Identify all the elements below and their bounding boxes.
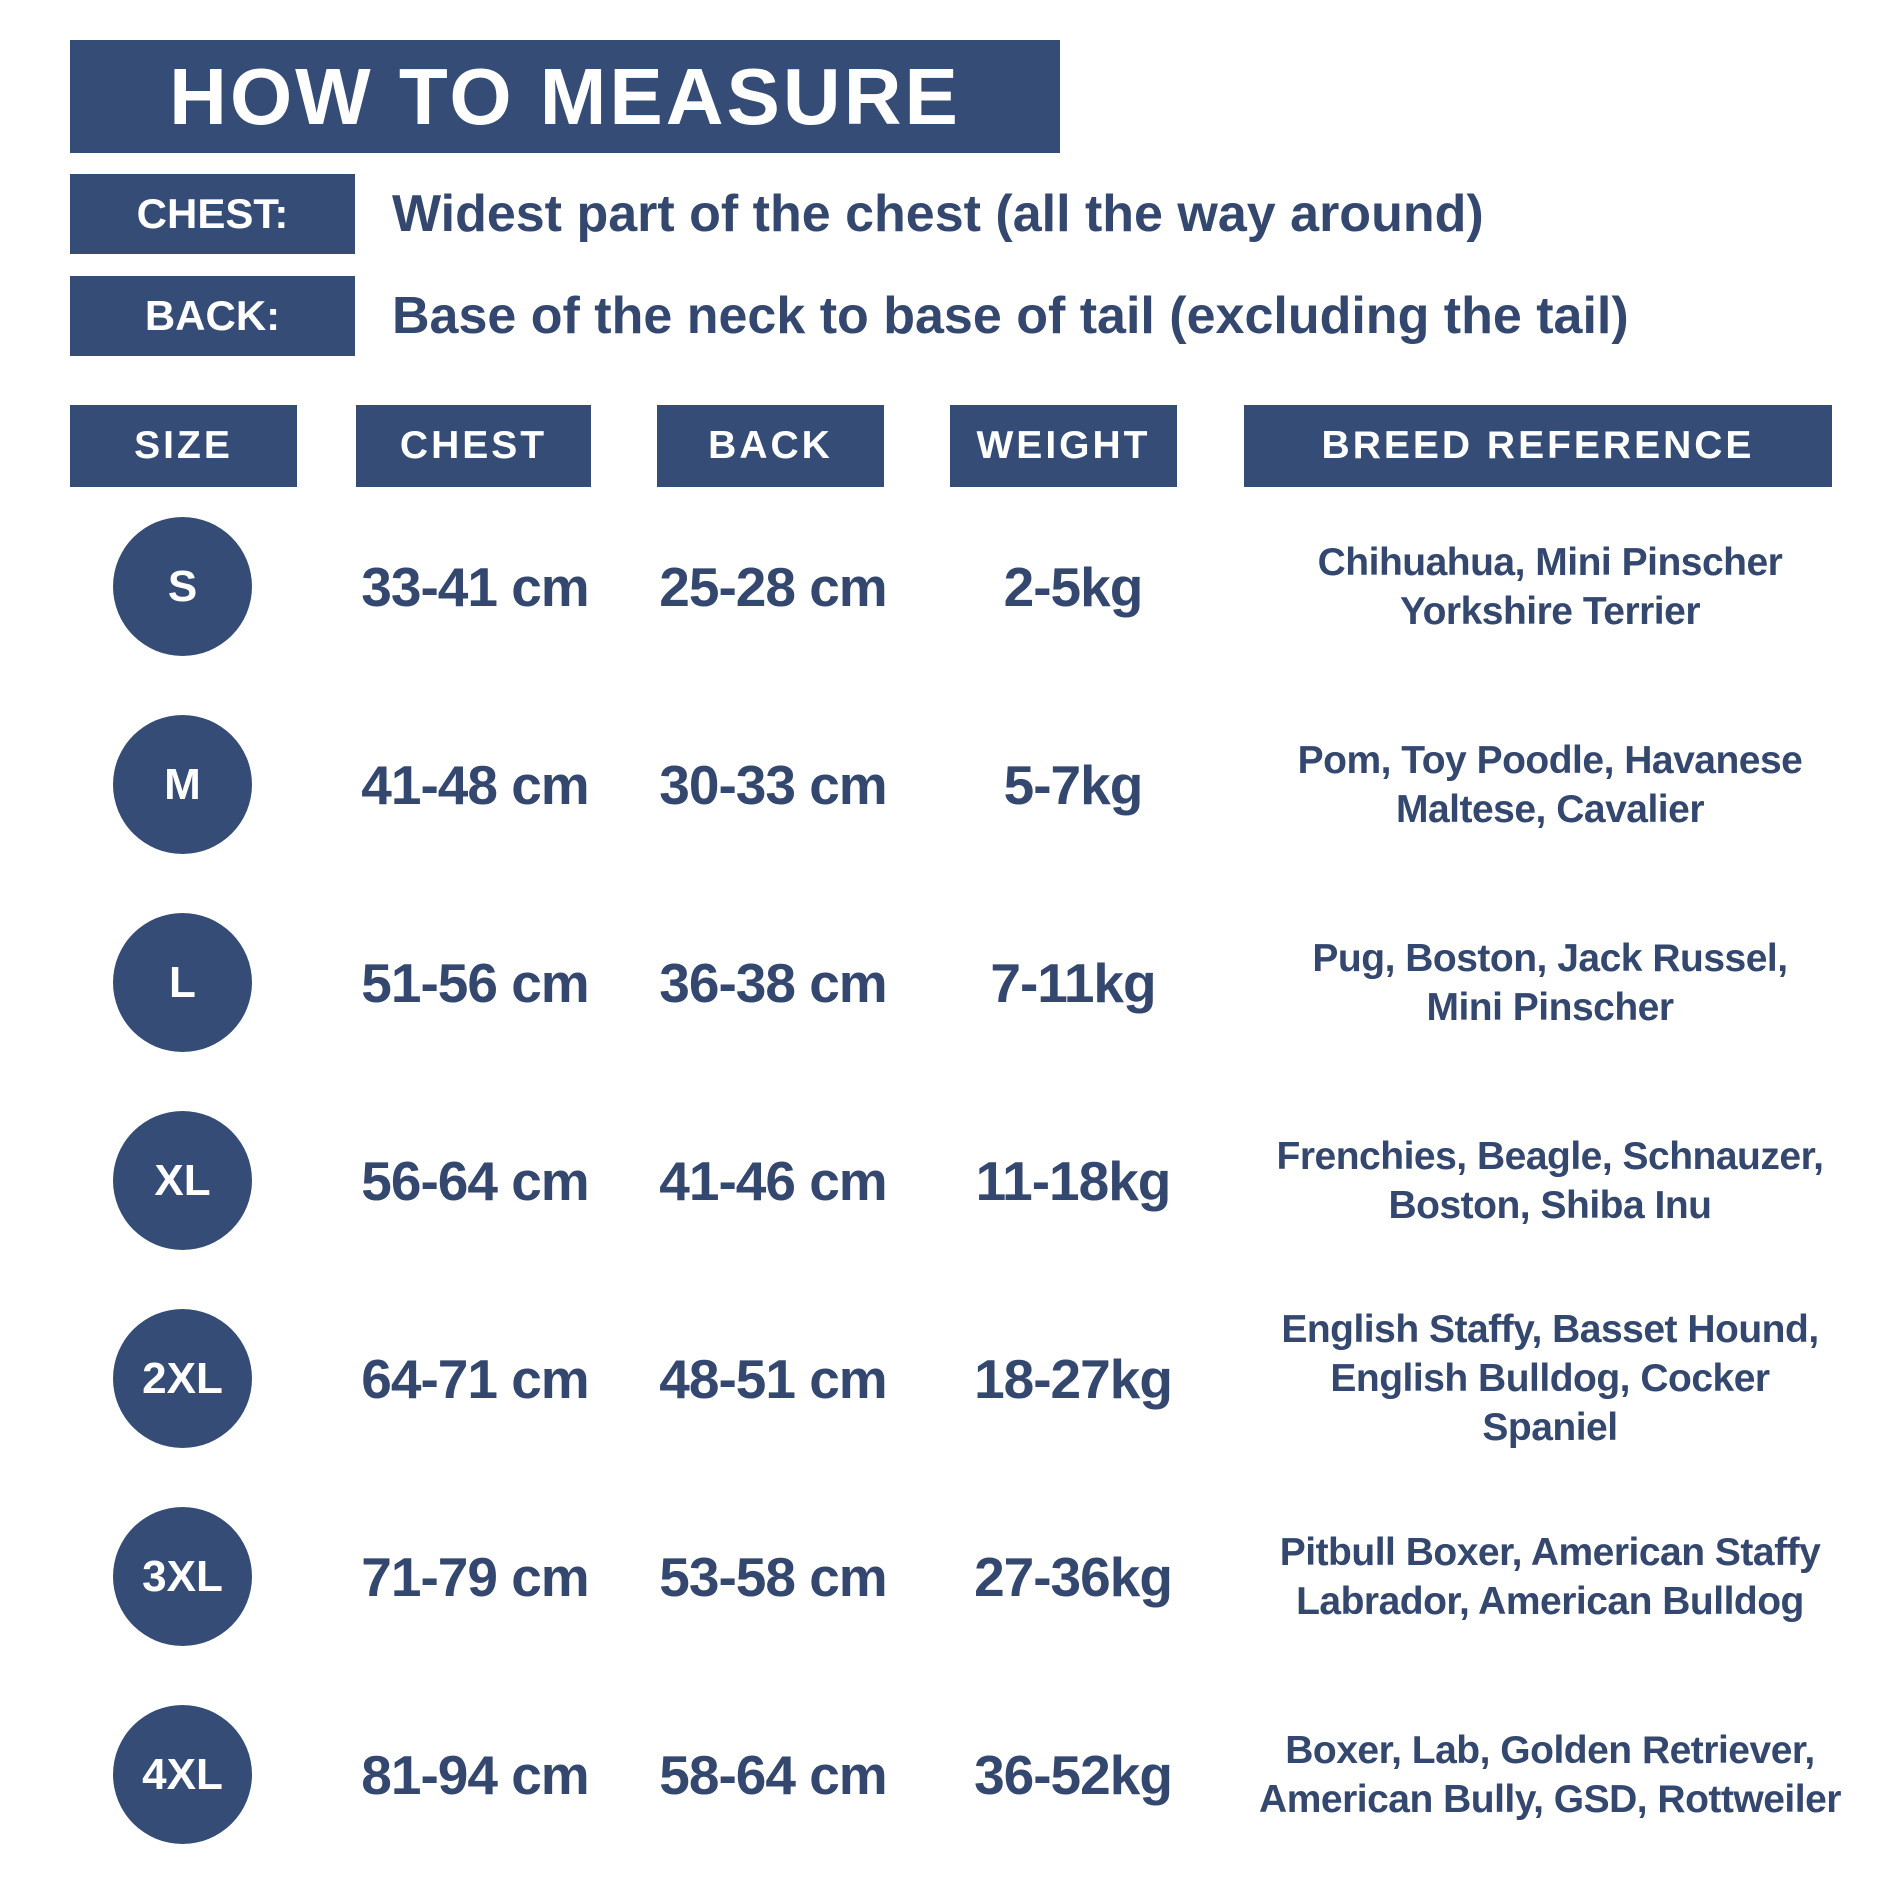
size-badge: S xyxy=(113,517,252,656)
size-badge: 2XL xyxy=(113,1309,252,1448)
chest-value: 33-41 cm xyxy=(361,555,589,618)
weight-value: 11-18kg xyxy=(975,1149,1172,1212)
chest-value: 71-79 cm xyxy=(361,1545,589,1608)
breed-reference-value: Frenchies, Beagle, Schnauzer, Boston, Shi… xyxy=(1240,1111,1860,1250)
back-value: 41-46 cm xyxy=(659,1149,887,1212)
breed-line: English Bulldog, Cocker xyxy=(1330,1357,1770,1400)
chest-value: 51-56 cm xyxy=(361,951,589,1014)
size-badge: 4XL xyxy=(113,1705,252,1844)
weight-value: 2-5kg xyxy=(1003,555,1144,618)
size-badge: M xyxy=(113,715,252,854)
header-breed-reference: BREED REFERENCE xyxy=(1244,405,1832,487)
breed-line: American Bully, GSD, Rottweiler xyxy=(1259,1777,1841,1821)
weight-value: 27-36kg xyxy=(974,1545,1173,1608)
breed-line: English Staffy, Basset Hound, xyxy=(1281,1308,1819,1351)
header-back: BACK xyxy=(657,405,884,487)
weight-value: 36-52kg xyxy=(974,1743,1173,1806)
back-definition-label: BACK: xyxy=(70,276,355,356)
breed-reference-value: Pitbull Boxer, American Staffy Labrador, … xyxy=(1240,1507,1860,1646)
back-value: 36-38 cm xyxy=(659,951,887,1014)
page-title: HOW TO MEASURE xyxy=(70,40,1060,153)
breed-line: Chihuahua, Mini Pinscher xyxy=(1317,540,1783,584)
header-weight: WEIGHT xyxy=(950,405,1177,487)
size-badge: 3XL xyxy=(113,1507,252,1646)
chest-definition-label: CHEST: xyxy=(70,174,355,254)
size-badge: XL xyxy=(113,1111,252,1250)
back-value: 53-58 cm xyxy=(659,1545,887,1608)
breed-reference-value: Boxer, Lab, Golden Retriever, American Bu… xyxy=(1240,1705,1860,1844)
breed-line: Mini Pinscher xyxy=(1426,985,1674,1029)
chest-value: 81-94 cm xyxy=(361,1743,589,1806)
chest-value: 41-48 cm xyxy=(361,753,589,816)
breed-line: Boston, Shiba Inu xyxy=(1388,1183,1712,1227)
weight-value: 5-7kg xyxy=(1003,753,1144,816)
chest-value: 56-64 cm xyxy=(361,1149,589,1212)
breed-line: Pom, Toy Poodle, Havanese xyxy=(1297,738,1803,782)
back-definition-text: Base of the neck to base of tail (exclud… xyxy=(392,287,1629,345)
breed-line: Yorkshire Terrier xyxy=(1399,589,1701,633)
size-badge: L xyxy=(113,913,252,1052)
breed-reference-value: Pom, Toy Poodle, Havanese Maltese, Cavali… xyxy=(1240,715,1860,854)
chest-definition-text: Widest part of the chest (all the way ar… xyxy=(392,185,1484,243)
header-size: SIZE xyxy=(70,405,297,487)
breed-reference-value: Pug, Boston, Jack Russel, Mini Pinscher xyxy=(1240,913,1860,1052)
breed-line: Frenchies, Beagle, Schnauzer, xyxy=(1276,1134,1824,1178)
breed-reference-value: English Staffy, Basset Hound, English Bul… xyxy=(1240,1308,1860,1449)
back-value: 30-33 cm xyxy=(659,753,887,816)
header-chest: CHEST xyxy=(356,405,591,487)
breed-line: Labrador, American Bulldog xyxy=(1296,1579,1804,1623)
back-value: 58-64 cm xyxy=(659,1743,887,1806)
chest-value: 64-71 cm xyxy=(361,1347,589,1410)
breed-line: Pug, Boston, Jack Russel, xyxy=(1312,936,1788,980)
breed-line: Boxer, Lab, Golden Retriever, xyxy=(1285,1728,1815,1772)
back-value: 25-28 cm xyxy=(659,555,887,618)
weight-value: 18-27kg xyxy=(974,1347,1173,1410)
back-value: 48-51 cm xyxy=(659,1347,887,1410)
breed-line: Maltese, Cavalier xyxy=(1395,787,1705,831)
breed-line: Pitbull Boxer, American Staffy xyxy=(1279,1530,1821,1574)
breed-reference-value: Chihuahua, Mini Pinscher Yorkshire Terrie… xyxy=(1240,517,1860,656)
weight-value: 7-11kg xyxy=(990,951,1156,1014)
breed-line: Spaniel xyxy=(1482,1406,1618,1449)
